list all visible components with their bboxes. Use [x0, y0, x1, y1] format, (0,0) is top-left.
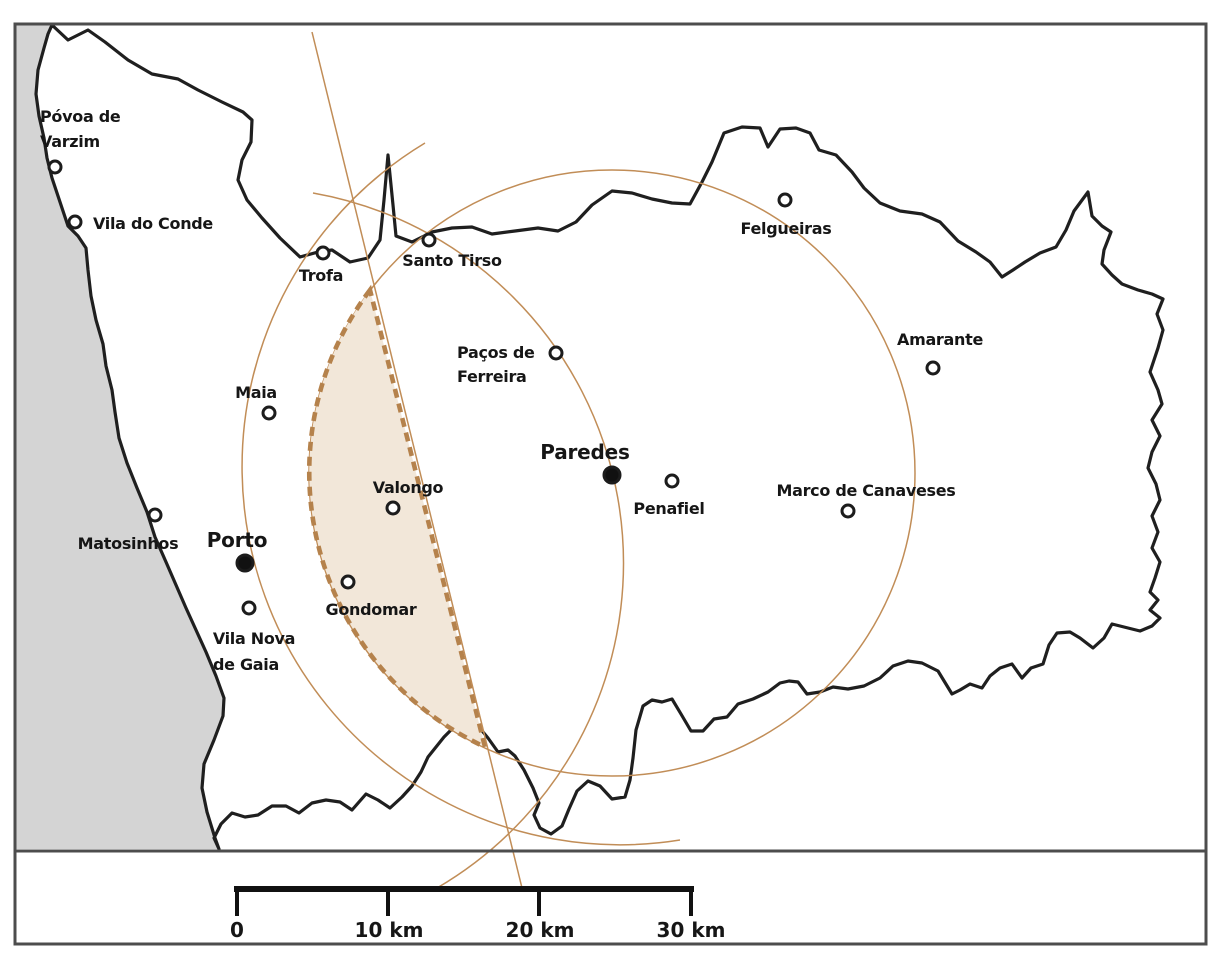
- city-marker-vila-do-conde: [67, 214, 83, 230]
- scale-labels: 0 10 km 20 km 30 km: [230, 918, 725, 942]
- chord-line: [311, 31, 523, 889]
- radius-arc-paredes-through-porto: [241, 142, 681, 846]
- city-marker-povoa-de-varzim: [47, 159, 63, 175]
- city-marker-felgueiras: [777, 192, 793, 208]
- city-marker-paredes: [602, 465, 622, 485]
- intersection-lens: [306, 284, 489, 752]
- district-boundary-path: [34, 23, 1165, 851]
- city-marker-santo-tirso: [421, 232, 437, 248]
- city-label-pacos-de-ferreira-2: Ferreira: [457, 367, 527, 386]
- city-label-valongo: Valongo: [373, 478, 444, 497]
- city-label-penafiel: Penafiel: [633, 499, 704, 518]
- scale-bar: [234, 886, 694, 916]
- city-label-santo-tirso: Santo Tirso: [402, 251, 502, 270]
- city-marker-valongo: [385, 500, 401, 516]
- scale-label-20: 20 km: [506, 918, 575, 942]
- city-marker-vila-nova-de-gaia: [241, 600, 257, 616]
- radius-arc-porto-through-paredes: [312, 192, 625, 889]
- city-marker-amarante: [925, 360, 941, 376]
- city-label-paredes: Paredes: [540, 440, 629, 464]
- city-label-marco-de-canaveses: Marco de Canaveses: [776, 481, 955, 500]
- city-marker-penafiel: [664, 473, 680, 489]
- city-marker-maia: [261, 405, 277, 421]
- map-frame: [13, 22, 1208, 946]
- scale-label-10: 10 km: [355, 918, 424, 942]
- sea-area: [15, 25, 224, 849]
- city-label-pacos-de-ferreira-1: Paços de: [457, 343, 535, 362]
- city-label-vila-nova-de-gaia-2: de Gaia: [213, 655, 279, 674]
- scale-label-30: 30 km: [657, 918, 726, 942]
- city-marker-matosinhos: [147, 507, 163, 523]
- city-markers: [47, 159, 941, 616]
- city-label-gondomar: Gondomar: [326, 600, 417, 619]
- district-boundary: [34, 23, 1165, 851]
- city-label-vila-do-conde: Vila do Conde: [93, 214, 213, 233]
- city-label-amarante: Amarante: [897, 330, 983, 349]
- city-marker-marco-de-canaveses: [840, 503, 856, 519]
- city-label-povoa-de-varzim-2: Varzim: [40, 132, 100, 151]
- city-labels: Póvoa de Varzim Vila do Conde Trofa Sant…: [40, 107, 984, 674]
- city-label-trofa: Trofa: [299, 266, 343, 285]
- city-label-felgueiras: Felgueiras: [740, 219, 831, 238]
- city-label-maia: Maia: [235, 383, 277, 402]
- city-marker-trofa: [315, 245, 331, 261]
- city-label-porto: Porto: [207, 528, 268, 552]
- city-label-vila-nova-de-gaia-1: Vila Nova: [213, 629, 295, 648]
- city-marker-gondomar: [340, 574, 356, 590]
- city-marker-pacos-de-ferreira: [548, 345, 564, 361]
- city-marker-porto: [235, 553, 255, 573]
- city-label-matosinhos: Matosinhos: [78, 534, 179, 553]
- scale-label-0: 0: [230, 918, 244, 942]
- city-label-povoa-de-varzim-1: Póvoa de: [40, 107, 121, 126]
